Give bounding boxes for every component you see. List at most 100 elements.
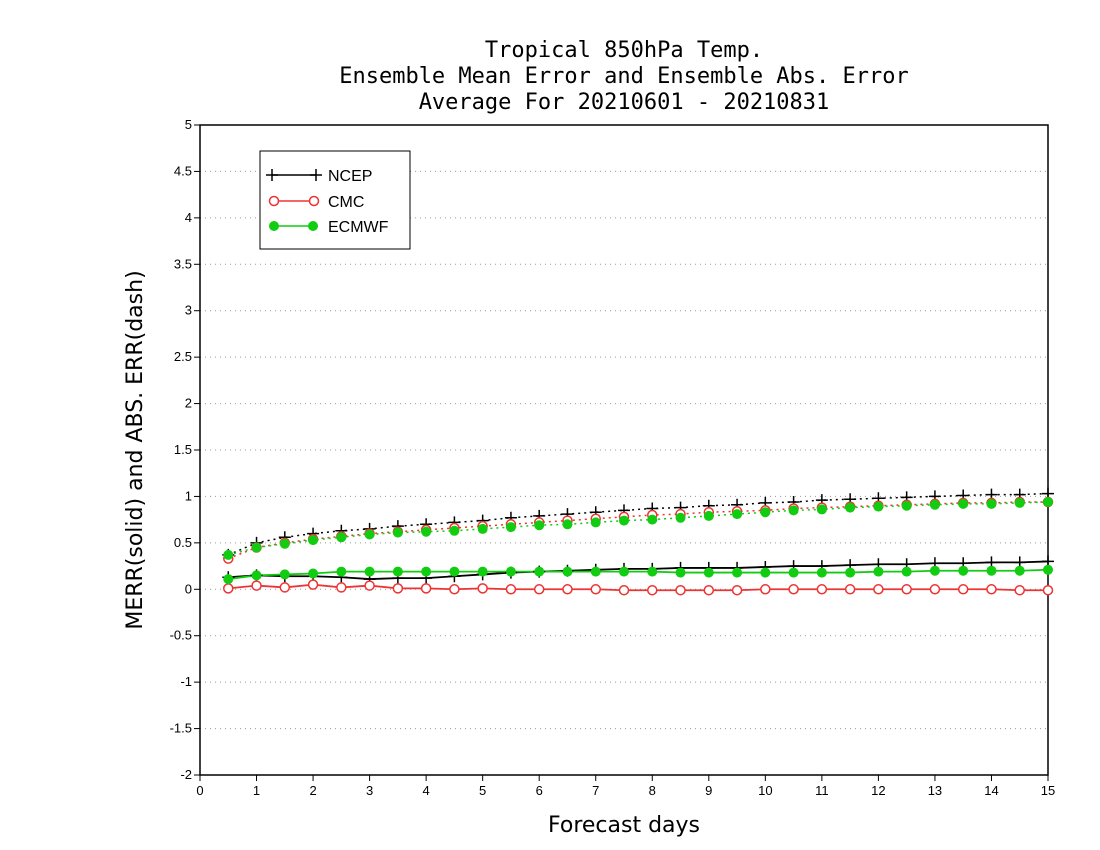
mean-error-point-ecmwf [703,567,714,578]
y-tick-label: -1.5 [170,721,192,736]
mean-error-point-cmc [336,582,347,593]
mean-error-point-cmc [929,584,941,595]
abs-error-point-ecmwf [364,529,375,540]
mean-error-point-cmc [477,583,488,594]
legend-box [259,150,411,250]
mean-error-point-ecmwf [788,567,799,578]
abs-error-point-ecmwf [732,509,743,520]
y-tick-label: 0 [185,581,192,596]
x-tick-label: 8 [649,783,656,798]
abs-error-point-ecmwf [816,504,827,515]
x-tick-label: 3 [366,783,373,798]
abs-error-point-ecmwf [619,515,629,526]
mean-error-point-cmc [618,584,630,596]
mean-error-point-cmc [533,584,545,595]
abs-error-point-ecmwf [505,522,516,533]
abs-error-point-ecmwf [392,527,403,538]
abs-error-point-ecmwf [534,520,545,531]
legend-label-cmc: CMC [328,194,364,211]
x-tick-label: 1 [253,783,260,798]
mean-error-point-cmc [647,584,658,596]
mean-error-point-cmc [901,584,912,595]
mean-error-point-ecmwf [760,567,771,578]
mean-error-point-ecmwf [223,574,234,585]
legend-marker-ecmwf [269,221,279,231]
abs-error-point-ecmwf [421,526,432,537]
abs-error-point-ecmwf [590,517,601,528]
mean-error-point-ecmwf [929,565,940,576]
abs-error-point-ecmwf [901,500,912,511]
mean-error-point-cmc [675,584,686,596]
legend-marker-ecmwf-end [308,221,318,231]
mean-error-point-cmc [703,584,715,596]
mean-error-point-cmc [788,584,799,595]
abs-error-point-ecmwf [223,549,234,560]
legend-marker-ncep [266,169,322,181]
legend-marker-cmc [268,195,280,207]
mean-error-point-ecmwf [986,565,997,576]
abs-error-point-ecmwf [562,519,573,530]
mean-error-point-cmc [279,582,291,593]
mean-error-point-cmc [1042,584,1054,596]
abs-error-point-ecmwf [873,501,884,512]
mean-error-point-ecmwf [901,566,912,577]
y-tick-label: -0.5 [170,628,192,643]
abs-error-point-ecmwf [845,502,856,513]
mean-error-point-cmc [957,584,969,595]
y-tick-label: 2.5 [174,349,192,364]
x-tick-label: 0 [196,783,203,798]
abs-error-point-ecmwf [703,510,714,521]
y-tick-label: -1 [180,674,192,689]
mean-error-point-cmc [223,583,234,594]
mean-error-point-cmc [590,584,601,595]
mean-error-point-ecmwf [449,566,460,577]
mean-error-point-ecmwf [958,565,969,576]
mean-error-point-cmc [873,584,884,595]
abs-error-point-ecmwf [675,512,686,523]
x-tick-label: 5 [479,783,486,798]
x-tick-label: 7 [592,783,599,798]
mean-error-point-ecmwf [336,566,347,577]
x-tick-label: 12 [871,783,885,798]
mean-error-point-ecmwf [505,566,516,577]
x-tick-label: 15 [1041,783,1055,798]
mean-error-point-ecmwf [421,566,432,577]
mean-error-point-ecmwf [534,566,545,577]
y-tick-label: -2 [180,767,192,782]
mean-error-point-cmc [562,584,573,595]
mean-error-point-cmc [816,584,828,595]
x-tick-label: 13 [928,783,942,798]
mean-error-point-cmc [731,584,743,596]
mean-error-point-ecmwf [590,566,601,577]
y-tick-label: 4.5 [174,163,192,178]
mean-error-point-ecmwf [308,568,319,579]
mean-error-point-ecmwf [873,566,884,577]
series-lines [222,487,1054,596]
mean-error-point-cmc [505,584,517,595]
mean-error-point-ecmwf [562,566,573,577]
abs-error-point-ecmwf [647,514,658,525]
x-tick-label: 4 [423,783,430,798]
mean-error-point-ecmwf [279,569,290,580]
y-axis-label: MERR(solid) and ABS. ERR(dash) [123,270,148,629]
abs-error-point-ecmwf [449,525,460,536]
mean-error-point-ecmwf [1014,565,1025,576]
chart-title-line-3: Average For 20210601 - 20210831 [419,90,830,115]
mean-error-point-cmc [251,580,262,591]
abs-error-point-ecmwf [308,535,319,546]
mean-error-point-ecmwf [619,566,629,577]
abs-error-point-ecmwf [958,498,969,509]
legend-marker-cmc-end [308,195,320,207]
y-tick-label: 3 [185,303,192,318]
mean-error-point-ecmwf [251,570,262,581]
y-tick-label: 3.5 [174,256,192,271]
y-tick-label: 2 [185,396,192,411]
x-tick-label: 6 [536,783,543,798]
chart-title-line-2: Ensemble Mean Error and Ensemble Abs. Er… [339,64,909,89]
abs-error-point-ecmwf [477,523,488,534]
x-axis-label: Forecast days [548,813,700,838]
mean-error-point-ecmwf [675,567,686,578]
x-tick-label: 14 [984,783,998,798]
mean-error-point-ecmwf [647,566,658,577]
abs-error-point-ecmwf [986,498,997,509]
